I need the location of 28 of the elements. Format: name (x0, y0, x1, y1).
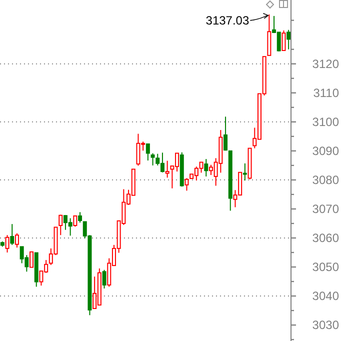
candlestick (184, 178, 189, 192)
candlestick (14, 232, 19, 248)
y-tick-label: 3110 (313, 86, 340, 100)
candlestick (165, 160, 170, 178)
candlestick (242, 162, 247, 182)
candlestick (102, 269, 106, 289)
candlestick (78, 212, 82, 224)
candlestick (146, 143, 150, 161)
y-tick-label: 3060 (312, 230, 340, 245)
candlestick (204, 158, 208, 177)
candlestick (267, 14, 272, 56)
candlestick (224, 116, 228, 152)
candlestick (58, 214, 63, 236)
y-tick-label: 3120 (312, 56, 340, 71)
annotation: 3137.03 (206, 13, 250, 28)
candlestick (282, 30, 286, 51)
candlestick (10, 224, 14, 246)
y-tick-label: 3070 (312, 202, 340, 216)
y-tick-label: 3100 (312, 114, 340, 129)
candlestick (286, 29, 291, 50)
y-tick-label: 3040 (312, 289, 340, 304)
y-tick-label: 3050 (312, 260, 340, 274)
y-tick-label: 3080 (312, 172, 340, 187)
candlestick (30, 251, 34, 268)
candlestick (73, 215, 78, 228)
y-tick-label: 3090 (312, 144, 340, 158)
y-tick-label: 3030 (312, 318, 340, 332)
candlestick (5, 234, 10, 253)
